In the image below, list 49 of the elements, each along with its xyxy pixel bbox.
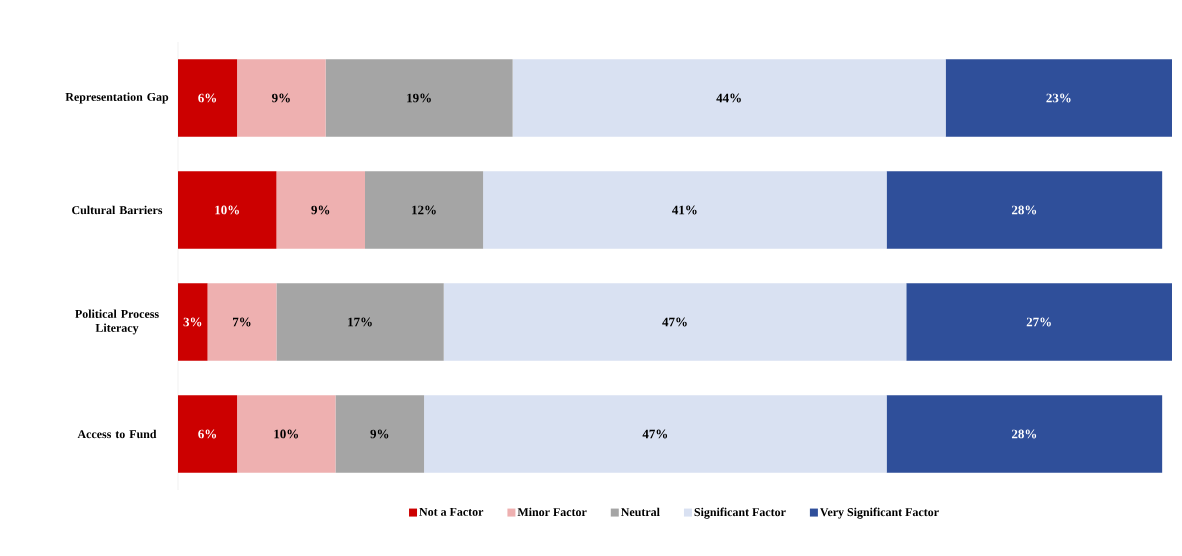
bar xyxy=(178,283,208,361)
data-label: 44% xyxy=(716,93,741,103)
data-label: 6% xyxy=(198,429,217,439)
bar xyxy=(276,171,365,249)
legend-label: Very Significant Factor xyxy=(820,507,939,519)
data-label: 7% xyxy=(233,317,251,327)
bar xyxy=(178,395,238,473)
bar xyxy=(483,171,887,249)
data-label: 9% xyxy=(370,429,389,439)
data-label: 10% xyxy=(215,205,239,215)
data-label: 23% xyxy=(1046,93,1071,103)
bar xyxy=(276,283,444,361)
data-label: 28% xyxy=(1011,429,1037,439)
data-label: 28% xyxy=(1011,205,1037,215)
data-label: 10% xyxy=(274,429,298,439)
bar xyxy=(178,59,238,137)
y-tick-label: Cultural Barriers xyxy=(72,205,163,215)
bar xyxy=(178,171,277,249)
data-label: 27% xyxy=(1026,317,1051,327)
legend-label: Minor Factor xyxy=(517,507,587,517)
data-label: 9% xyxy=(271,93,290,103)
bar xyxy=(365,171,484,249)
legend-label: Significant Factor xyxy=(694,507,786,519)
bar xyxy=(207,283,277,361)
bar xyxy=(237,59,326,137)
bar xyxy=(443,283,907,361)
bar xyxy=(512,59,946,137)
data-label: 6% xyxy=(198,93,217,103)
data-label: 9% xyxy=(311,205,330,215)
y-tick-label: Representation Gap xyxy=(65,92,169,104)
data-label: 17% xyxy=(348,317,372,327)
bar xyxy=(424,395,887,473)
legend-label: Neutral xyxy=(621,507,660,517)
y-tick-label: Access to Fund xyxy=(77,429,157,439)
bar xyxy=(906,283,1173,361)
data-label: 47% xyxy=(642,429,668,439)
legend-label: Not a Factor xyxy=(419,507,484,516)
bar xyxy=(886,395,1163,473)
bar xyxy=(335,395,425,473)
data-label: 47% xyxy=(662,317,687,327)
y-tick-label: Political Process Literacy xyxy=(75,309,159,335)
data-label: 19% xyxy=(407,93,431,103)
bar xyxy=(325,59,513,137)
bar xyxy=(945,59,1173,137)
bar xyxy=(237,395,336,473)
data-label: 3% xyxy=(183,317,202,327)
data-label: 12% xyxy=(412,205,436,215)
bar xyxy=(886,171,1163,249)
data-label: 41% xyxy=(672,205,697,215)
